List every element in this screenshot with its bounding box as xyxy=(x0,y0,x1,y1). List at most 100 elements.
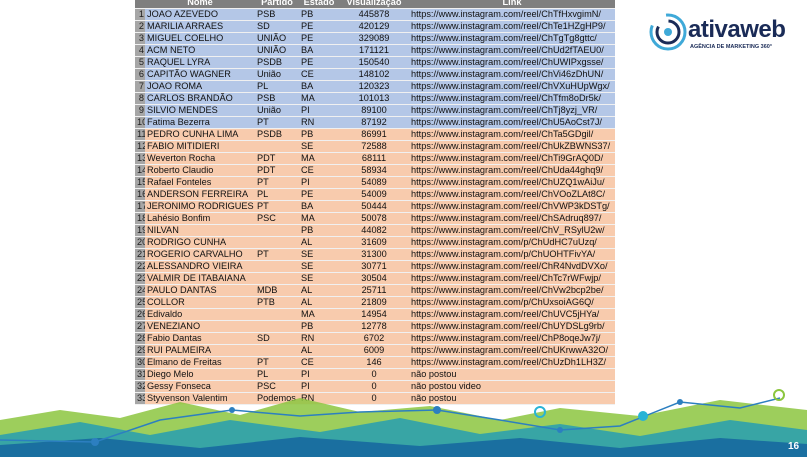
link-cell: https://www.instagram.com/p/ChUOHTFivYA/ xyxy=(409,248,615,261)
table-row: 10Fatima BezerraPTRN87192https://www.ins… xyxy=(135,116,615,129)
row-number: 23 xyxy=(135,272,145,285)
row-number: 5 xyxy=(135,56,145,69)
row-number: 29 xyxy=(135,344,145,357)
name-cell: Gessy Fonseca xyxy=(145,380,255,393)
views-cell: 31609 xyxy=(339,236,409,249)
party-cell xyxy=(255,320,299,333)
link-cell: https://www.instagram.com/reel/ChUYDSLg9… xyxy=(409,320,615,333)
party-cell: PTB xyxy=(255,296,299,309)
views-cell: 6009 xyxy=(339,344,409,357)
link-cell: https://www.instagram.com/reel/ChUzDh1LH… xyxy=(409,356,615,369)
views-cell: 0 xyxy=(339,392,409,405)
name-cell: JERONIMO RODRIGUES xyxy=(145,200,255,213)
row-number: 30 xyxy=(135,356,145,369)
party-cell: UNIÃO xyxy=(255,32,299,45)
row-number: 27 xyxy=(135,320,145,333)
party-cell: PSC xyxy=(255,212,299,225)
state-cell: BA xyxy=(299,200,339,213)
state-cell: CE xyxy=(299,68,339,81)
table-row: 17JERONIMO RODRIGUESPTBA50444https://www… xyxy=(135,200,615,213)
state-cell: PB xyxy=(299,320,339,333)
table-row: 12FABIO MITIDIERI SE72588https://www.inst… xyxy=(135,140,615,153)
row-number: 18 xyxy=(135,212,145,225)
views-cell: 50078 xyxy=(339,212,409,225)
state-cell: MA xyxy=(299,308,339,321)
party-cell: PL xyxy=(255,80,299,93)
link-cell: https://www.instagram.com/reel/ChSAdruq8… xyxy=(409,212,615,225)
views-cell: 21809 xyxy=(339,296,409,309)
state-cell: PI xyxy=(299,380,339,393)
views-cell: 6702 xyxy=(339,332,409,345)
state-cell: PI xyxy=(299,104,339,117)
link-cell: https://www.instagram.com/p/ChUxsoiAG6Q/ xyxy=(409,296,615,309)
name-cell: MIGUEL COELHO xyxy=(145,32,255,45)
name-cell: Elmano de Freitas xyxy=(145,356,255,369)
state-cell: MA xyxy=(299,152,339,165)
table-row: 7 JOAO ROMA PL BA 120323 https://www.instagra… xyxy=(135,80,615,93)
party-cell: PL xyxy=(255,188,299,201)
views-cell: 0 xyxy=(339,380,409,393)
table-row: 21ROGERIO CARVALHOPTSE31300https://www.i… xyxy=(135,248,615,261)
table-row: 24PAULO DANTASMDBAL25711https://www.inst… xyxy=(135,284,615,297)
table-row: 27VENEZIANO PB12778https://www.instagram.… xyxy=(135,320,615,333)
views-cell: 54089 xyxy=(339,176,409,189)
state-cell: MA xyxy=(299,92,339,105)
party-cell: PSB xyxy=(255,8,299,21)
row-number: 22 xyxy=(135,260,145,273)
party-cell xyxy=(255,140,299,153)
column-header: Partido xyxy=(255,0,299,9)
party-cell: PSB xyxy=(255,92,299,105)
table-row: 18Lahésio BonfimPSCMA50078https://www.in… xyxy=(135,212,615,225)
views-cell: 120323 xyxy=(339,80,409,93)
link-cell: https://www.instagram.com/reel/ChUZQ1wAi… xyxy=(409,176,615,189)
row-number: 6 xyxy=(135,68,145,81)
link-cell: https://www.instagram.com/reel/ChUWIPxgs… xyxy=(409,56,615,69)
row-number: 24 xyxy=(135,284,145,297)
views-cell: 12778 xyxy=(339,320,409,333)
views-cell: 89100 xyxy=(339,104,409,117)
name-cell: JOAO ROMA xyxy=(145,80,255,93)
state-cell: SE xyxy=(299,248,339,261)
name-cell: SILVIO MENDES xyxy=(145,104,255,117)
row-number: 2 xyxy=(135,20,145,33)
table-row: 25COLLORPTBAL21809https://www.instagram.… xyxy=(135,296,615,309)
views-cell: 58934 xyxy=(339,164,409,177)
state-cell: CE xyxy=(299,356,339,369)
row-number: 20 xyxy=(135,236,145,249)
state-cell: RN xyxy=(299,116,339,129)
state-cell: PB xyxy=(299,128,339,141)
name-cell: PAULO DANTAS xyxy=(145,284,255,297)
party-cell: SD xyxy=(255,20,299,33)
link-cell: não postou xyxy=(409,392,615,405)
row-number: 31 xyxy=(135,368,145,381)
views-cell: 25711 xyxy=(339,284,409,297)
name-cell: Rafael Fonteles xyxy=(145,176,255,189)
link-cell: https://www.instagram.com/reel/ChTi9GrAQ… xyxy=(409,152,615,165)
table-row: 26Edivaldo MA14954https://www.instagram.c… xyxy=(135,308,615,321)
party-cell: UNIÃO xyxy=(255,44,299,57)
header-row: Nome Partido Estado Visualização Link xyxy=(135,0,615,9)
row-number: 16 xyxy=(135,188,145,201)
views-cell: 0 xyxy=(339,368,409,381)
link-cell: https://www.instagram.com/reel/ChTfm8oDr… xyxy=(409,92,615,105)
party-cell: PT xyxy=(255,356,299,369)
party-cell xyxy=(255,236,299,249)
party-cell xyxy=(255,224,299,237)
logo-icon xyxy=(649,13,687,51)
party-cell: PT xyxy=(255,248,299,261)
name-cell: PEDRO CUNHA LIMA xyxy=(145,128,255,141)
name-cell: RODRIGO CUNHA xyxy=(145,236,255,249)
name-cell: ANDERSON FERREIRA xyxy=(145,188,255,201)
views-cell: 31300 xyxy=(339,248,409,261)
views-cell: 68111 xyxy=(339,152,409,165)
state-cell: SE xyxy=(299,140,339,153)
name-cell: MARILIA ARRAES xyxy=(145,20,255,33)
link-cell: https://www.instagram.com/reel/ChUKrwwA3… xyxy=(409,344,615,357)
table-row: 14Roberto ClaudioPDTCE58934https://www.i… xyxy=(135,164,615,177)
link-cell: https://www.instagram.com/reel/ChVw2bcp2… xyxy=(409,284,615,297)
party-cell: SD xyxy=(255,332,299,345)
page-number: 16 xyxy=(788,441,800,452)
link-cell: https://www.instagram.com/reel/ChVXuHUpW… xyxy=(409,80,615,93)
row-number: 9 xyxy=(135,104,145,117)
